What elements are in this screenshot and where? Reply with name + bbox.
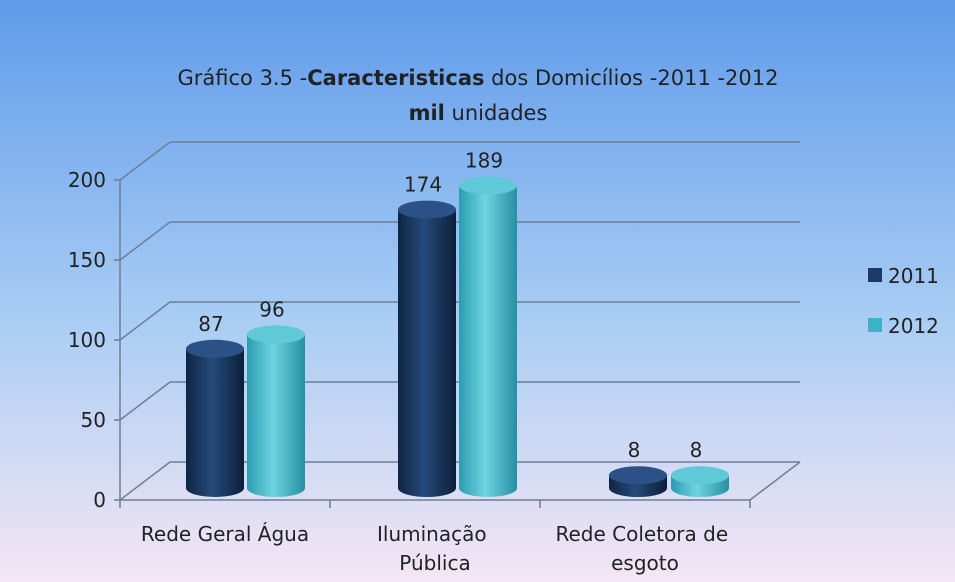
bar-body — [398, 209, 456, 497]
category-label-line: esgoto — [611, 551, 679, 575]
bar-top — [671, 466, 729, 485]
chart-subtitle-bold: mil — [409, 101, 445, 125]
y-tick-label: 100 — [68, 328, 106, 352]
y-tick-label: 0 — [93, 488, 106, 512]
chart-title-part1: Gráfico 3.5 - — [178, 66, 308, 90]
legend-label-2012: 2012 — [888, 314, 939, 338]
data-label-2012-cat0: 96 — [259, 297, 284, 321]
category-label-line: Iluminação — [377, 522, 487, 546]
gridline-diagonal — [119, 381, 171, 421]
chart-subtitle-rest: unidades — [445, 101, 548, 125]
bar-top — [247, 325, 305, 344]
category-label-line: Rede Geral Água — [141, 522, 309, 546]
axes-frame — [114, 179, 801, 508]
bar-2012-cat2 — [671, 466, 729, 497]
bars — [186, 176, 729, 497]
floor-right-edge — [749, 461, 801, 501]
bar-top — [459, 176, 517, 195]
data-labels: 87 174 8 96 189 8 — [198, 149, 702, 463]
bar-top — [609, 466, 667, 485]
gridline-diagonal — [119, 221, 171, 261]
legend-swatch-2011 — [868, 268, 882, 282]
data-label-2012-cat2: 8 — [690, 438, 703, 462]
legend-swatch-2012 — [868, 318, 882, 332]
bar-2011-cat1 — [398, 200, 456, 497]
bar-body — [247, 334, 305, 497]
chart-title-part2: dos Domicílios -2011 -2012 — [484, 66, 778, 90]
gridline-diagonal — [119, 461, 171, 501]
legend-label-2011: 2011 — [888, 264, 939, 288]
category-label-rede-geral-agua: Rede Geral Água — [141, 522, 309, 546]
gridline-diagonal — [119, 141, 171, 181]
bar-body — [459, 185, 517, 497]
data-label-2012-cat1: 189 — [465, 149, 503, 173]
bar-top — [186, 339, 244, 358]
bar-2011-cat2 — [609, 466, 667, 497]
data-label-2011-cat2: 8 — [628, 438, 641, 462]
gridline-diagonal — [119, 301, 171, 341]
category-label-line: Rede Coletora de — [556, 522, 729, 546]
y-axis-ticks: 0 50 100 150 200 — [68, 168, 106, 512]
data-label-2011-cat0: 87 — [198, 312, 223, 336]
chart-title: Gráfico 3.5 -Caracteristicas dos Domicíl… — [178, 66, 779, 90]
legend: 2011 2012 — [868, 264, 939, 338]
bar-2011-cat0 — [186, 339, 244, 497]
x-axis-labels: Rede Geral Água Iluminação Pública Rede … — [141, 522, 735, 575]
bar-body — [186, 348, 244, 497]
category-label-line: Pública — [399, 551, 470, 575]
category-label-iluminacao-publica: Iluminação Pública — [377, 522, 493, 575]
bar-2012-cat0 — [247, 325, 305, 497]
chart-title-bold: Caracteristicas — [307, 66, 484, 90]
y-tick-label: 200 — [68, 168, 106, 192]
y-tick-label: 150 — [68, 248, 106, 272]
bar-2012-cat1 — [459, 176, 517, 497]
category-label-rede-coletora: Rede Coletora de esgoto — [556, 522, 735, 575]
data-label-2011-cat1: 174 — [404, 173, 442, 197]
bar-top — [398, 200, 456, 219]
y-tick-label: 50 — [81, 408, 106, 432]
chart-subtitle: mil unidades — [409, 101, 548, 125]
